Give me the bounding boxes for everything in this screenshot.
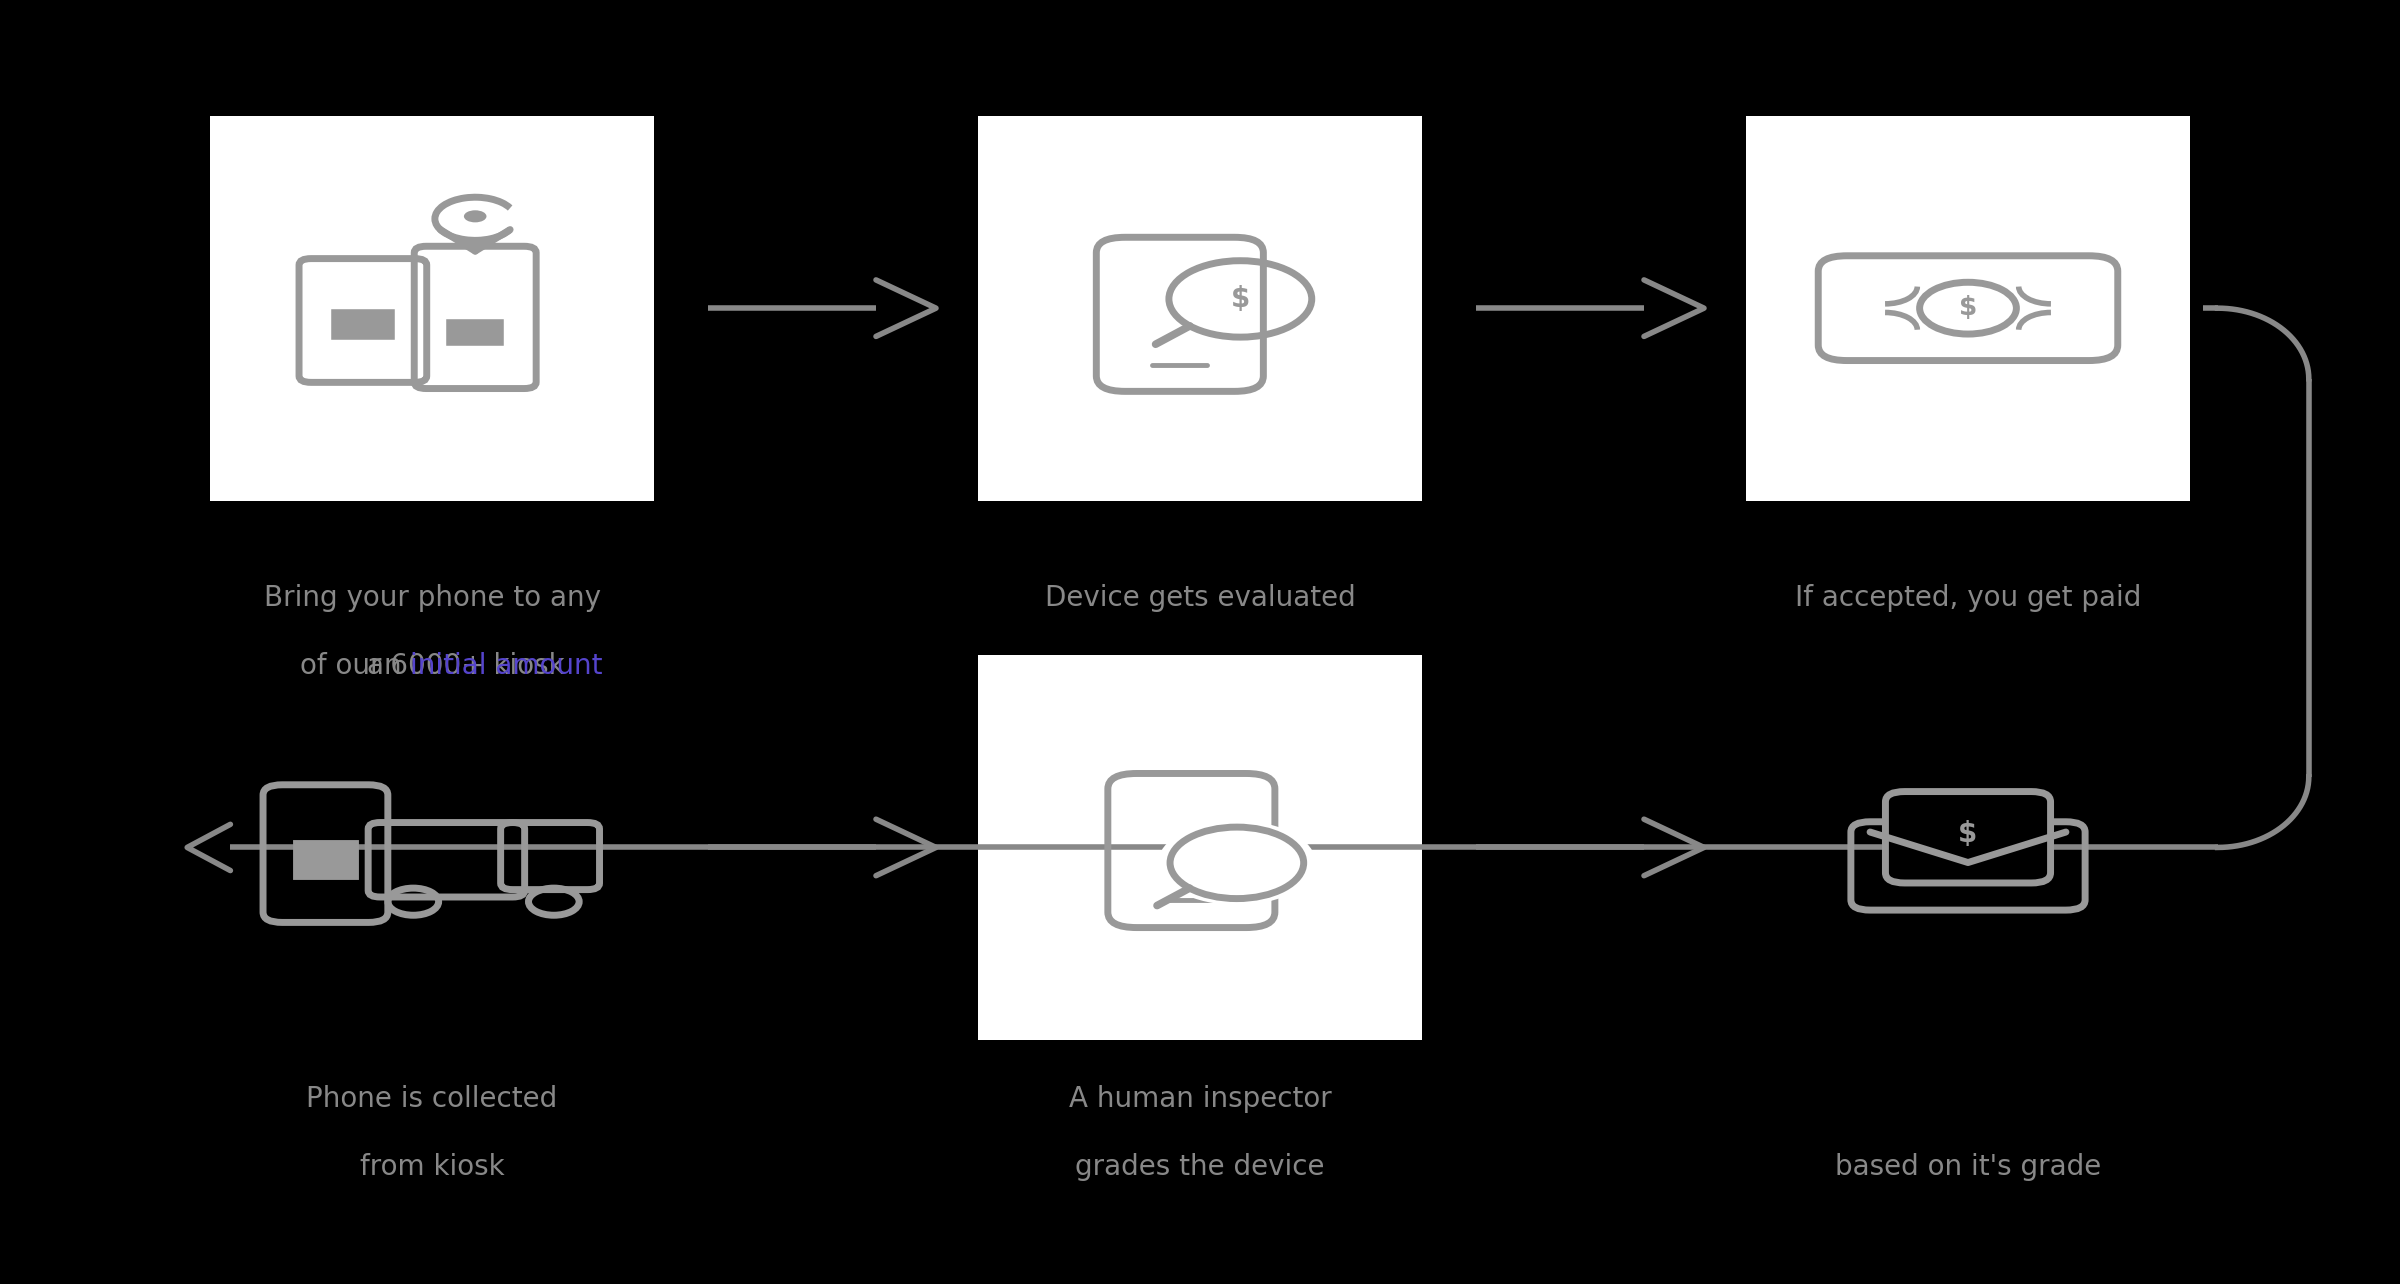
FancyBboxPatch shape [1886, 791, 2050, 883]
FancyBboxPatch shape [979, 655, 1421, 1040]
FancyBboxPatch shape [449, 322, 502, 343]
Text: A human inspector: A human inspector [1068, 1085, 1332, 1113]
Text: If accepted, you get paid: If accepted, you get paid [1795, 584, 2141, 612]
Circle shape [1159, 820, 1315, 905]
Text: Device gets evaluated: Device gets evaluated [1044, 584, 1356, 612]
FancyBboxPatch shape [1745, 116, 2189, 501]
Text: grades the device: grades the device [1075, 1153, 1325, 1181]
FancyBboxPatch shape [334, 312, 391, 338]
Text: initial amount: initial amount [410, 652, 602, 681]
Text: $: $ [1958, 819, 1978, 847]
Text: an: an [367, 652, 410, 681]
Text: $: $ [1958, 295, 1978, 321]
FancyBboxPatch shape [211, 116, 653, 501]
Text: of our 6000+ kiosk: of our 6000+ kiosk [300, 652, 564, 681]
Text: from kiosk: from kiosk [360, 1153, 504, 1181]
FancyBboxPatch shape [295, 842, 355, 877]
Text: $: $ [1231, 285, 1250, 313]
FancyBboxPatch shape [979, 116, 1421, 501]
Text: Bring your phone to any: Bring your phone to any [264, 584, 600, 612]
Text: based on it's grade: based on it's grade [1836, 1153, 2100, 1181]
Text: Phone is collected: Phone is collected [307, 1085, 557, 1113]
Circle shape [463, 211, 487, 222]
